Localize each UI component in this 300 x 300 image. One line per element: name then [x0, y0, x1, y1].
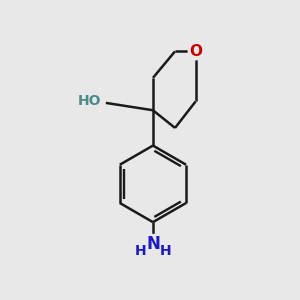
Text: H: H — [135, 244, 146, 258]
Text: O: O — [189, 44, 202, 59]
Text: HO: HO — [78, 94, 101, 108]
Text: H: H — [160, 244, 171, 258]
Text: N: N — [146, 235, 160, 253]
